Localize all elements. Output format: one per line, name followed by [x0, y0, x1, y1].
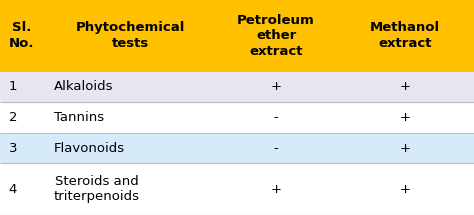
Bar: [337, 71, 474, 102]
Text: +: +: [271, 183, 282, 196]
Text: 4: 4: [9, 183, 17, 196]
Text: -: -: [273, 111, 279, 124]
Bar: [45, 133, 216, 163]
Bar: [0, 163, 45, 215]
Bar: [337, 102, 474, 133]
Bar: [45, 0, 216, 71]
Bar: [216, 71, 337, 102]
Bar: [337, 133, 474, 163]
Text: Alkaloids: Alkaloids: [54, 80, 113, 93]
Text: Tannins: Tannins: [54, 111, 104, 124]
Bar: [337, 0, 474, 71]
Bar: [0, 0, 45, 71]
Text: +: +: [400, 80, 411, 93]
Text: Methanol
extract: Methanol extract: [370, 22, 440, 50]
Text: +: +: [400, 111, 411, 124]
Text: -: -: [273, 142, 279, 155]
Text: Sl.
No.: Sl. No.: [9, 22, 34, 50]
Text: 2: 2: [9, 111, 17, 124]
Text: Petroleum
ether
extract: Petroleum ether extract: [237, 14, 315, 58]
Bar: [216, 163, 337, 215]
Text: +: +: [400, 142, 411, 155]
Bar: [45, 71, 216, 102]
Text: +: +: [271, 80, 282, 93]
Bar: [216, 102, 337, 133]
Text: +: +: [400, 183, 411, 196]
Text: Flavonoids: Flavonoids: [54, 142, 125, 155]
Bar: [216, 133, 337, 163]
Bar: [0, 102, 45, 133]
Text: 1: 1: [9, 80, 17, 93]
Bar: [0, 133, 45, 163]
Text: Steroids and
triterpenoids: Steroids and triterpenoids: [54, 175, 139, 203]
Text: 3: 3: [9, 142, 17, 155]
Bar: [45, 102, 216, 133]
Bar: [45, 163, 216, 215]
Bar: [337, 163, 474, 215]
Bar: [0, 71, 45, 102]
Bar: [216, 0, 337, 71]
Text: Phytochemical
tests: Phytochemical tests: [76, 22, 185, 50]
